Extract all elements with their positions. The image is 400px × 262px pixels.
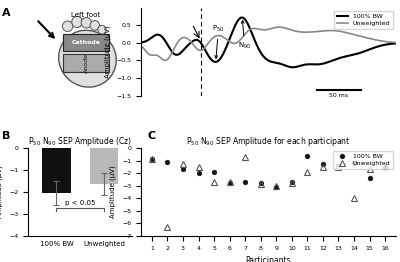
Unweighted: [383, 164, 388, 167]
100% BW: [290, 180, 294, 183]
Text: C: C: [148, 131, 156, 141]
Y-axis label: Amplitude (μV): Amplitude (μV): [0, 166, 4, 218]
100% BW: [169, 49, 174, 52]
100% BW: [305, 154, 310, 157]
Text: 50 ms: 50 ms: [329, 93, 348, 98]
Unweighted: [352, 197, 356, 200]
100% BW: [320, 163, 325, 166]
Unweighted: [251, 27, 256, 30]
Unweighted: [336, 165, 341, 168]
Text: P$_{50}$: P$_{50}$: [212, 24, 224, 58]
Ellipse shape: [98, 25, 106, 34]
Text: Anode: Anode: [84, 53, 89, 73]
Unweighted: [290, 182, 294, 185]
Y-axis label: Amplitude (μV): Amplitude (μV): [110, 166, 116, 218]
Ellipse shape: [72, 16, 82, 28]
Unweighted: [163, 59, 168, 62]
100% BW: [367, 177, 372, 180]
Legend: 100% BW, Unweighted: 100% BW, Unweighted: [333, 151, 393, 169]
Bar: [90, 148, 118, 184]
100% BW: [369, 47, 374, 50]
Unweighted: [184, 37, 189, 40]
Unweighted: [165, 226, 170, 229]
FancyBboxPatch shape: [64, 34, 109, 51]
Unweighted: [369, 37, 374, 41]
Ellipse shape: [81, 18, 92, 28]
100% BW: [240, 16, 244, 19]
Unweighted: [150, 158, 154, 161]
Unweighted: [320, 165, 325, 168]
100% BW: [383, 165, 388, 168]
Line: 100% BW: 100% BW: [150, 153, 388, 189]
100% BW: [240, 16, 245, 19]
Ellipse shape: [90, 21, 100, 30]
Text: Cathode: Cathode: [72, 40, 101, 45]
100% BW: [165, 160, 170, 163]
Unweighted: [196, 165, 201, 168]
100% BW: [352, 162, 356, 165]
Ellipse shape: [62, 21, 73, 31]
Text: B: B: [2, 131, 10, 141]
Title: P$_{50}$ N$_{90}$ SEP Amplitude for each participant: P$_{50}$ N$_{90}$ SEP Amplitude for each…: [186, 135, 351, 148]
100% BW: [184, 45, 189, 48]
100% BW: [243, 180, 248, 183]
Bar: [42, 148, 71, 193]
100% BW: [258, 182, 263, 185]
Y-axis label: Amplitude (μV): Amplitude (μV): [104, 25, 111, 78]
100% BW: [180, 168, 185, 171]
Title: P$_{50}$ N$_{90}$ SEP Amplitude (Cz): P$_{50}$ N$_{90}$ SEP Amplitude (Cz): [28, 135, 132, 148]
Unweighted: [274, 184, 279, 187]
100% BW: [227, 182, 232, 185]
100% BW: [196, 172, 201, 175]
Line: Unweighted: Unweighted: [141, 27, 400, 60]
Unweighted: [240, 36, 245, 39]
100% BW: [290, 66, 295, 69]
100% BW: [336, 163, 341, 166]
Text: p < 0.05: p < 0.05: [65, 200, 95, 206]
Unweighted: [305, 170, 310, 173]
Unweighted: [227, 180, 232, 183]
Ellipse shape: [59, 30, 116, 87]
Unweighted: [243, 155, 248, 159]
Unweighted: [180, 163, 185, 166]
Legend: 100% BW, Unweighted: 100% BW, Unweighted: [334, 11, 393, 29]
Text: A: A: [2, 8, 11, 18]
100% BW: [397, 42, 400, 45]
Unweighted: [212, 180, 216, 183]
Text: N$_{90}$: N$_{90}$: [238, 20, 251, 51]
100% BW: [212, 170, 216, 173]
100% BW: [150, 158, 154, 161]
Unweighted: [276, 25, 281, 29]
Unweighted: [139, 44, 144, 47]
100% BW: [251, 36, 256, 39]
Unweighted: [258, 183, 263, 186]
Unweighted: [367, 168, 372, 171]
Line: 100% BW: 100% BW: [141, 18, 400, 67]
Unweighted: [169, 53, 174, 56]
100% BW: [139, 41, 144, 44]
FancyBboxPatch shape: [64, 54, 109, 72]
Line: Unweighted: Unweighted: [149, 154, 388, 230]
X-axis label: Participants: Participants: [246, 256, 291, 262]
Unweighted: [397, 41, 400, 44]
100% BW: [274, 185, 279, 189]
Text: Left foot: Left foot: [71, 12, 100, 18]
